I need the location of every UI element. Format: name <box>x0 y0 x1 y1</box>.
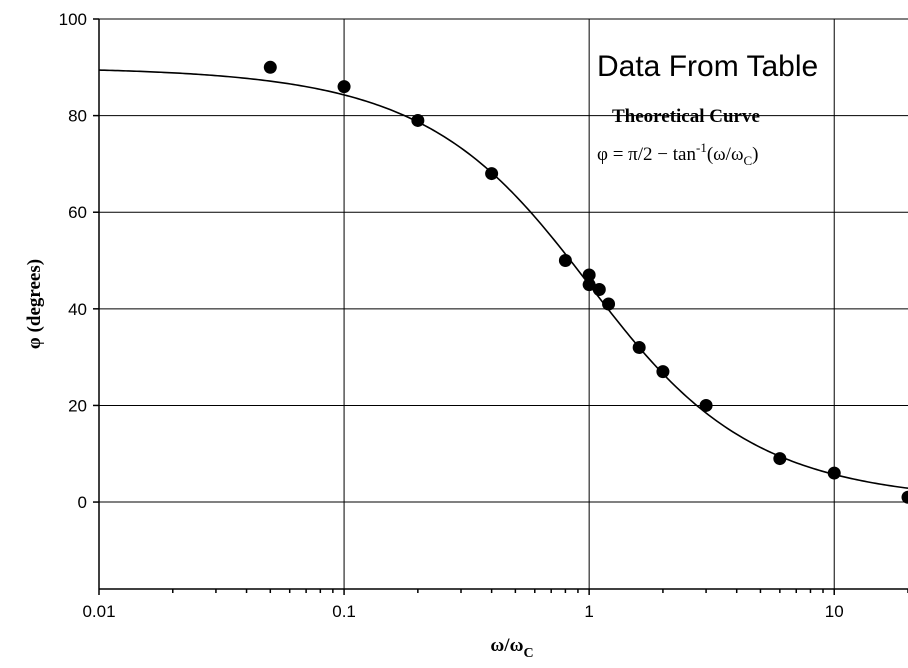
y-tick-label: 100 <box>59 10 87 29</box>
data-point <box>827 466 841 480</box>
y-tick-label: 40 <box>68 300 87 319</box>
equation-argument: (ω/ω <box>707 144 744 165</box>
data-point <box>699 398 713 412</box>
x-tick-label: 10 <box>825 602 844 621</box>
data-point <box>582 278 596 292</box>
data-point <box>582 268 596 282</box>
equation-close: ) <box>752 144 758 165</box>
x-tick-label: 0.1 <box>332 602 356 621</box>
x-axis-label: ω/ωC <box>490 635 533 661</box>
x-axis-label-subscript: C <box>523 646 533 661</box>
axes <box>93 18 908 595</box>
data-point <box>337 80 351 94</box>
equation-main: φ = π/2 − tan <box>597 144 696 165</box>
data-point <box>411 113 425 127</box>
data-point <box>592 283 606 297</box>
x-tick-label: 1 <box>584 602 593 621</box>
y-tick-label: 60 <box>68 203 87 222</box>
y-tick-label: 80 <box>68 107 87 126</box>
chart-title: Data From Table <box>597 50 818 83</box>
equation-superscript: -1 <box>696 140 707 155</box>
y-axis-label: φ (degrees) <box>24 259 45 349</box>
x-axis-label-main: ω/ω <box>490 635 523 656</box>
data-point <box>773 452 787 466</box>
theoretical-curve-line <box>98 69 908 490</box>
data-point <box>602 297 616 311</box>
annotation-title: Theoretical Curve <box>612 106 760 127</box>
y-tick-label: 0 <box>78 493 87 512</box>
x-tick-label: 0.01 <box>82 602 115 621</box>
data-point <box>263 60 277 74</box>
data-points <box>263 60 908 504</box>
data-point <box>901 490 908 504</box>
data-point <box>558 254 572 268</box>
equation-subscript: C <box>743 153 752 168</box>
annotation-equation: φ = π/2 − tan-1(ω/ωC) <box>597 140 758 168</box>
data-point <box>656 365 670 379</box>
theoretical-curve <box>98 69 908 490</box>
y-tick-label: 20 <box>68 396 87 415</box>
data-point <box>632 340 646 354</box>
data-point <box>485 167 499 181</box>
tick-labels: 0 20 40 60 80 100 0.01 0.1 1 10 <box>59 10 844 621</box>
grid-lines <box>98 18 908 589</box>
